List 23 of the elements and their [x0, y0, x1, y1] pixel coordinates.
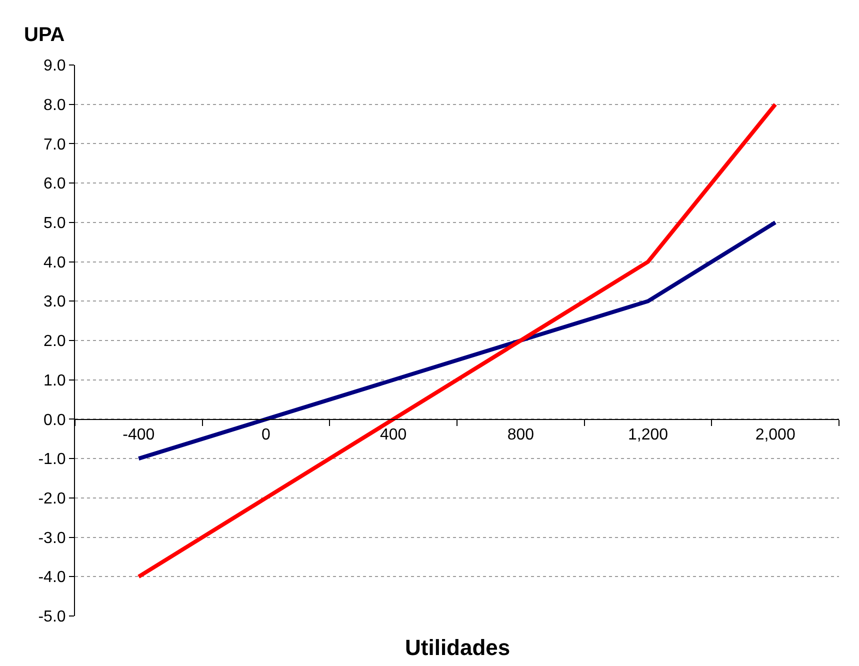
x-tick-label: 0: [262, 426, 271, 444]
y-tick-label: 2.0: [44, 333, 66, 350]
x-tick-label: 1,200: [628, 426, 668, 444]
y-tick-label: 4.0: [44, 254, 66, 272]
y-tick-label: 0.0: [44, 412, 66, 429]
x-tick-label: 2,000: [755, 426, 796, 444]
y-tick-label: -1.0: [38, 451, 66, 468]
y-axis-title: UPA: [24, 24, 65, 46]
y-tick-label: 8.0: [44, 96, 66, 114]
x-tick-label: -400: [122, 426, 155, 444]
y-tick-label: -4.0: [38, 569, 66, 586]
y-tick-label: 5.0: [44, 215, 66, 232]
y-tick-label: 6.0: [44, 176, 66, 193]
y-tick-label: 9.0: [44, 58, 66, 75]
y-tick-label: 7.0: [44, 136, 66, 154]
y-tick-label: 1.0: [44, 372, 66, 390]
x-tick-label: 800: [507, 426, 534, 444]
x-axis-title: Utilidades: [405, 635, 510, 660]
y-tick-label: -5.0: [38, 608, 66, 626]
y-tick-label: -2.0: [38, 490, 66, 508]
x-tick-label: 400: [380, 426, 407, 444]
y-tick-label: -3.0: [38, 530, 66, 547]
y-tick-label: 3.0: [44, 294, 66, 311]
